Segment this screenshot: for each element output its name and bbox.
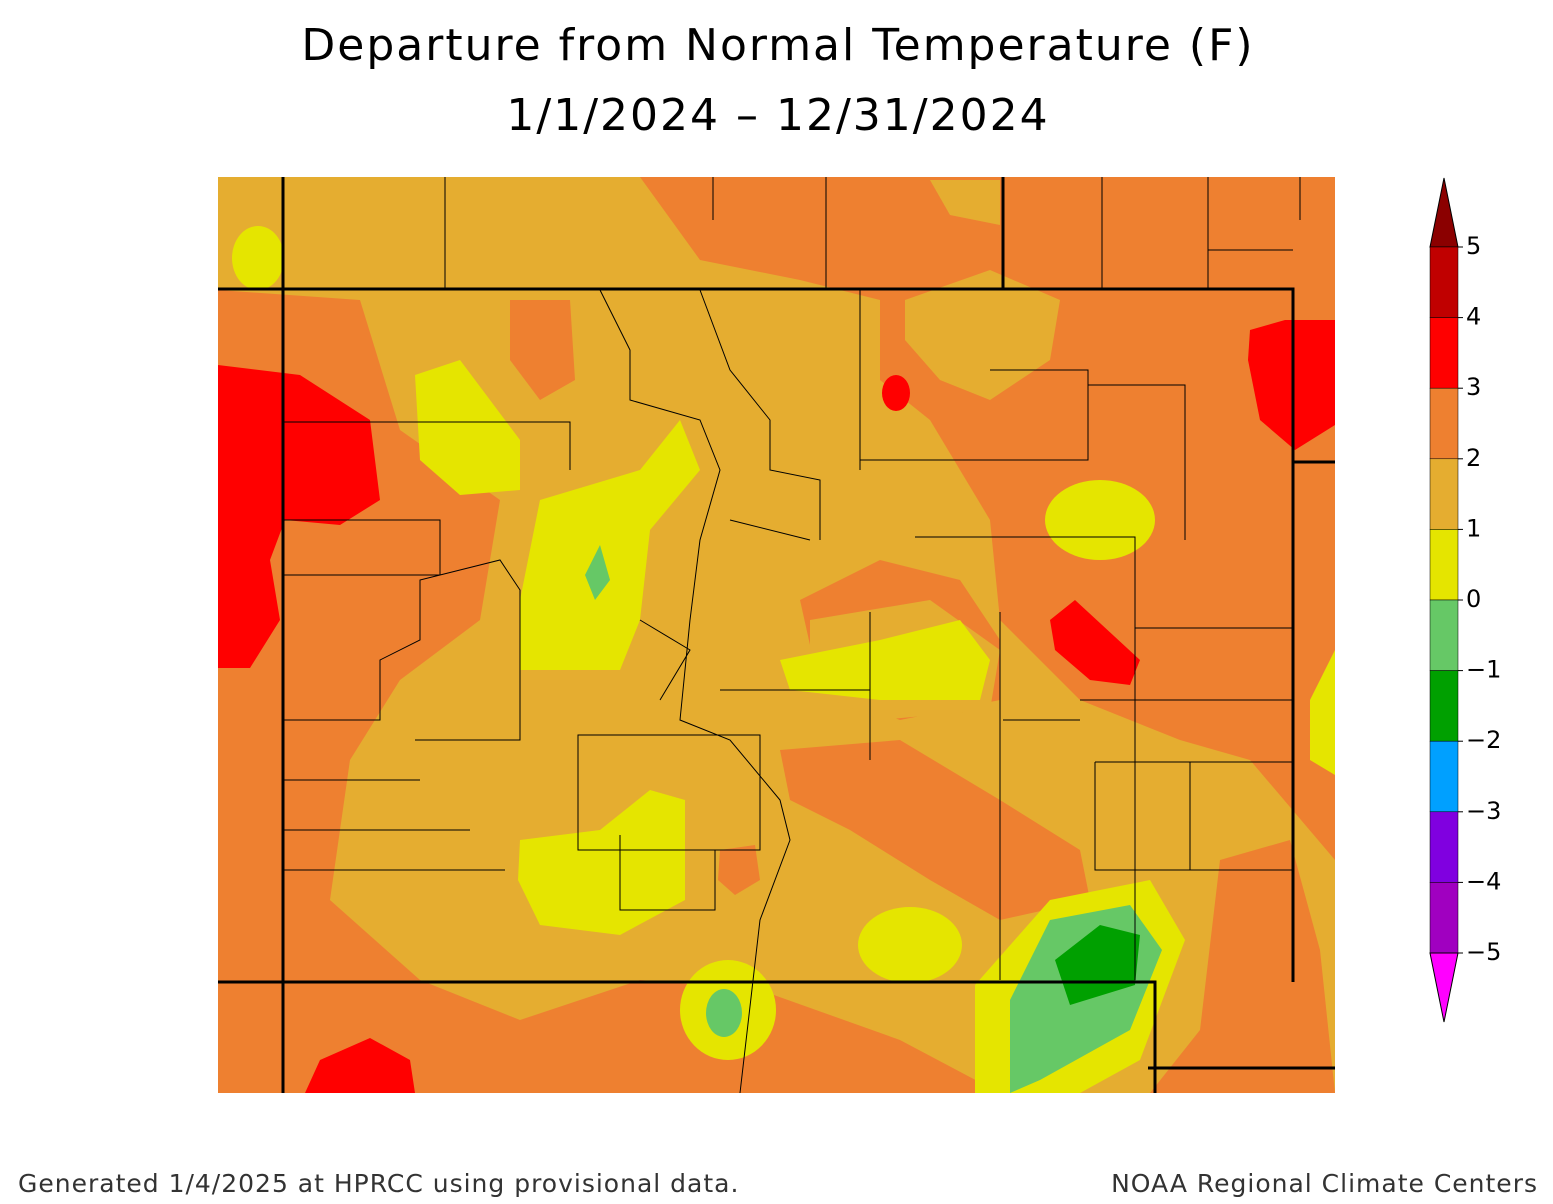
colorbar-label: −2 [1466,726,1501,754]
colorbar-segment [1429,740,1459,813]
colorbar-label: −1 [1466,656,1501,684]
colorbar-segment [1429,387,1459,460]
colorbar-label: 5 [1466,232,1481,260]
map [218,177,1335,1094]
colorbar-segment [1429,599,1459,671]
colorbar-label: −3 [1466,797,1501,825]
footer-right: NOAA Regional Climate Centers [1111,1169,1538,1198]
colorbar-segment [1429,458,1459,530]
colorbar-label: 1 [1466,514,1481,542]
colorbar-arrow [1429,952,1459,1023]
colorbar-label: 0 [1466,585,1481,613]
colorbar-label: −4 [1466,867,1501,895]
colorbar-segment [1429,882,1459,954]
colorbar-label: −5 [1466,938,1501,966]
footer-left: Generated 1/4/2025 at HPRCC using provis… [18,1169,739,1198]
colorbar-label: 3 [1466,373,1481,401]
title: Departure from Normal Temperature (F) [301,20,1254,71]
colorbar-label: 2 [1466,444,1481,472]
subtitle: 1/1/2024 – 12/31/2024 [506,90,1049,141]
colorbar-arrow [1429,177,1459,248]
colorbar-segment [1429,246,1459,318]
colorbar-segment [1429,670,1459,742]
colorbar-segment [1429,317,1459,389]
colorbar-segment [1429,811,1459,883]
colorbar-segment [1429,529,1459,601]
legend: 5 4 3 2 1 0 −1 −2 −3 −4 −5 [1429,177,1501,1023]
colorbar-label: 4 [1466,303,1481,331]
